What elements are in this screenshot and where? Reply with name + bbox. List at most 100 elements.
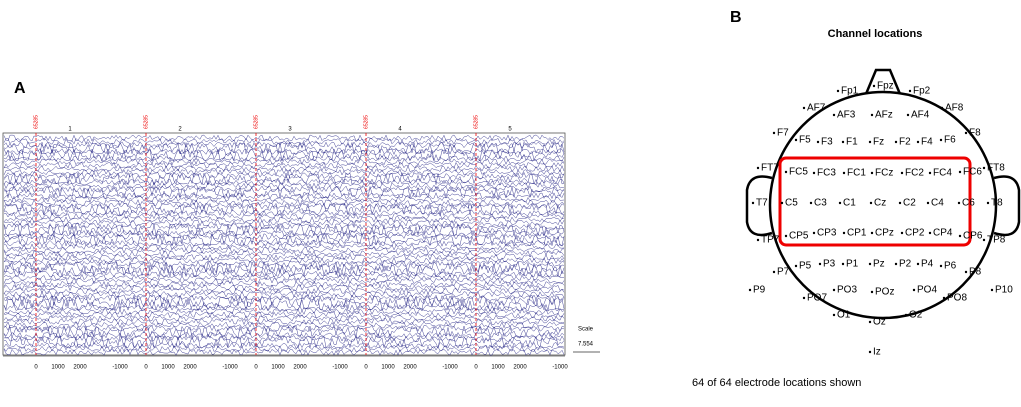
eeg-trace: [3, 277, 565, 285]
epoch-number: 2: [178, 127, 182, 133]
eeg-traces: [3, 134, 565, 356]
head: [768, 90, 998, 320]
electrode-dot: [784, 170, 788, 174]
electrode-label: P5: [799, 261, 812, 272]
time-tick-label: 2000: [73, 365, 87, 371]
time-tick-label: 0: [144, 365, 148, 371]
electrode-dot: [898, 201, 902, 205]
electrode-dot: [912, 288, 916, 292]
electrode-dot: [842, 231, 846, 235]
electrode-dot: [986, 201, 990, 205]
electrode-dot: [841, 140, 845, 144]
electrode-dot: [832, 288, 836, 292]
electrode-dot: [868, 320, 872, 324]
eeg-trace: [3, 233, 565, 247]
electrode-label: C6: [962, 198, 975, 209]
electrode-dot: [756, 238, 760, 242]
electrode-label: T7: [756, 198, 768, 209]
electrode-label: FC1: [847, 168, 866, 179]
electrode-dot: [916, 262, 920, 266]
electrode-dot: [894, 140, 898, 144]
eeg-trace: [3, 154, 565, 162]
electrode-label: Fz: [873, 137, 884, 148]
electrode-label: CP6: [963, 231, 983, 242]
epoch-number: 1: [68, 127, 72, 133]
time-tick-label: -1000: [112, 365, 128, 371]
electrode-label: P7: [777, 267, 790, 278]
electrode-dot: [751, 201, 755, 205]
electrode-label: FT8: [987, 163, 1005, 174]
electrode-dot: [842, 171, 846, 175]
eeg-trace: [3, 223, 565, 237]
eeg-trace: [3, 202, 565, 210]
electrode-label: F4: [921, 137, 933, 148]
eeg-trace: [3, 270, 565, 278]
time-tick-label: 0: [34, 365, 38, 371]
eeg-trace: [3, 212, 565, 220]
eeg-trace: [3, 325, 565, 339]
electrode-label: AF7: [807, 103, 826, 114]
electrode-dot: [772, 270, 776, 274]
electrode-label: PO8: [947, 293, 967, 304]
electrode-label: F3: [821, 137, 833, 148]
eeg-trace: [3, 290, 565, 298]
electrode-label: TP8: [987, 235, 1006, 246]
electrode-label: C5: [785, 198, 798, 209]
electrode-label: O1: [837, 310, 851, 321]
electrode-label: PO4: [917, 285, 937, 296]
eeg-trace: [3, 164, 565, 173]
electrode-label: CP5: [789, 231, 809, 242]
ear: [993, 175, 1021, 237]
event-label: 65285: [143, 115, 149, 129]
electrode-label: P9: [753, 285, 766, 296]
electrode-dot: [957, 201, 961, 205]
electrode-dot: [780, 201, 784, 205]
eeg-trace: [3, 321, 565, 329]
map-title: Channel locations: [828, 28, 923, 40]
electrode-label: FCz: [875, 168, 893, 179]
electrode-label: P8: [969, 267, 982, 278]
eeg-trace: [3, 246, 565, 254]
electrode-dot: [964, 270, 968, 274]
electrode-dot: [812, 171, 816, 175]
electrode-label: AF3: [837, 110, 856, 121]
highlight-box: [778, 156, 972, 247]
time-tick-label: 0: [254, 365, 258, 371]
electrode-label: CPz: [875, 228, 894, 239]
electrode-dot: [816, 140, 820, 144]
eeg-trace: [3, 250, 565, 258]
eeg-trace: [3, 134, 565, 142]
eeg-trace: [3, 148, 565, 162]
electrode-dot: [772, 131, 776, 135]
time-tick-label: 2000: [513, 365, 527, 371]
eeg-trace: [3, 219, 565, 227]
eeg-trace: [3, 280, 565, 288]
time-tick-label: -1000: [552, 365, 568, 371]
epoch-number: 4: [398, 127, 402, 133]
electrode-label: F7: [777, 128, 789, 139]
electrode-label: AFz: [875, 110, 893, 121]
time-tick-label: 1000: [51, 365, 65, 371]
electrode-dot: [916, 140, 920, 144]
electrode-dot: [756, 166, 760, 170]
electrode-label: TP7: [761, 235, 780, 246]
electrode-label: Fpz: [877, 81, 894, 92]
epoch-number: 3: [288, 127, 292, 133]
electrode-label: F8: [969, 128, 981, 139]
time-tick-label: 1000: [491, 365, 505, 371]
electrode-label: FC6: [963, 167, 982, 178]
eeg-trace: [3, 161, 565, 169]
electrode-label: FC5: [789, 167, 808, 178]
eeg-trace: [3, 171, 565, 179]
electrode-dot: [939, 138, 943, 142]
time-tick-label: 2000: [403, 365, 417, 371]
footer: 64 of 64 electrode locations shown: [692, 377, 861, 389]
electrode-dot: [900, 231, 904, 235]
electrode-dot: [794, 264, 798, 268]
electrode-label: F6: [944, 135, 956, 146]
electrode-dot: [982, 166, 986, 170]
electrode-label: CP2: [905, 228, 925, 239]
electrode-dot: [868, 350, 872, 354]
eeg-trace: [3, 318, 565, 326]
